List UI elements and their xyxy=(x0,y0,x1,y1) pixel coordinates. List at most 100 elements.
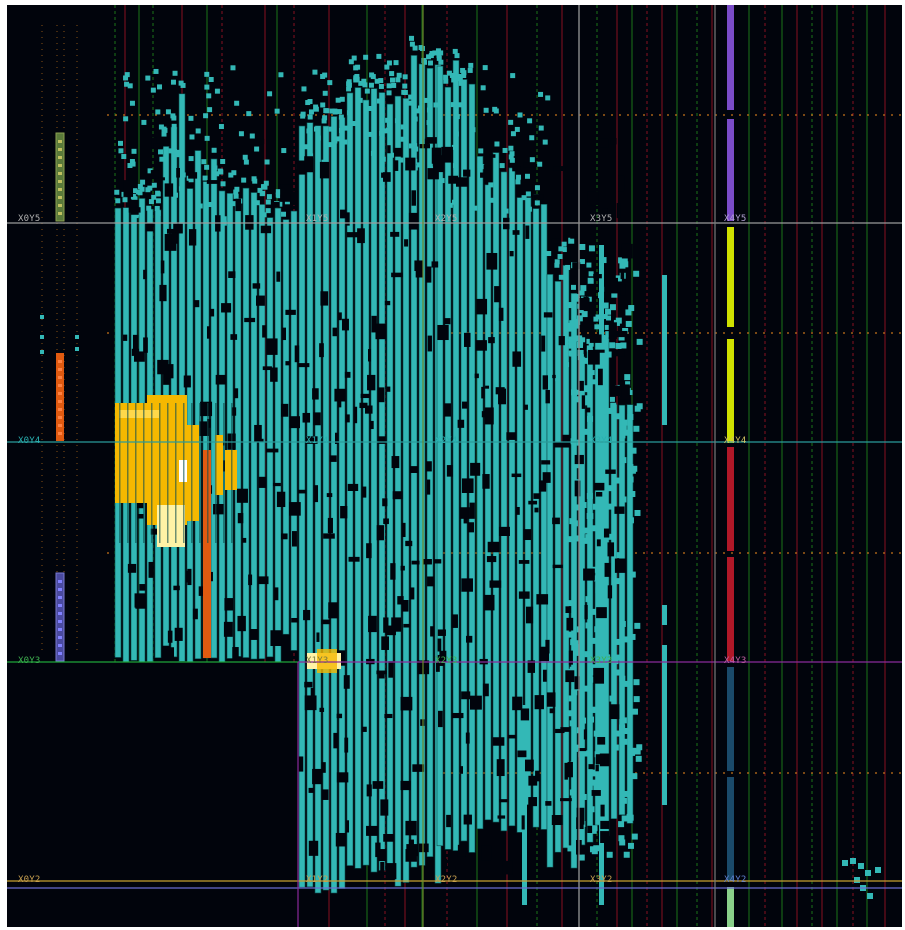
placement-gap xyxy=(308,840,319,856)
placement-gap xyxy=(262,366,272,371)
logic-cell xyxy=(563,303,569,309)
logic-cell xyxy=(231,170,237,176)
logic-cell xyxy=(607,485,614,492)
logic-cell xyxy=(570,639,577,646)
logic-cell xyxy=(567,710,574,717)
placement-gap xyxy=(266,448,279,453)
logic-cell xyxy=(220,181,226,187)
placement-gap xyxy=(521,815,525,830)
logic-cell xyxy=(380,156,386,162)
placement-gap xyxy=(357,228,365,244)
placement-gap xyxy=(457,844,466,857)
logic-cell xyxy=(538,125,544,131)
logic-cell xyxy=(587,716,594,723)
long-route-cell xyxy=(522,705,527,905)
logic-cell xyxy=(611,291,618,298)
logic-cell xyxy=(254,146,260,152)
logic-cell xyxy=(322,115,328,121)
highlight-stripe xyxy=(127,403,129,543)
logic-cell-column xyxy=(290,210,298,651)
placement-gap xyxy=(262,325,267,338)
logic-cell xyxy=(557,253,563,259)
placement-gap xyxy=(534,507,539,513)
placement-gap xyxy=(312,768,322,785)
placement-gap xyxy=(336,772,349,783)
placement-gap xyxy=(446,465,453,477)
logic-cell xyxy=(586,492,593,499)
logic-cell xyxy=(538,91,544,97)
placement-gap xyxy=(560,727,571,732)
placement-gap xyxy=(495,387,505,395)
logic-cell xyxy=(233,189,239,195)
placement-gap xyxy=(583,729,587,740)
logic-cell xyxy=(246,111,252,117)
logic-cell xyxy=(351,55,357,61)
placement-gap xyxy=(256,138,265,145)
logic-cell xyxy=(567,845,574,852)
logic-cell xyxy=(347,110,353,116)
logic-cell-column xyxy=(452,60,460,851)
logic-cell-column xyxy=(610,404,618,820)
logic-cell xyxy=(607,533,614,540)
logic-cell xyxy=(609,695,616,702)
logic-cell xyxy=(363,54,369,60)
placement-gap xyxy=(188,172,198,179)
placement-gap xyxy=(333,732,339,749)
placement-gap xyxy=(489,580,502,588)
logic-cell xyxy=(342,139,348,145)
hard-block-column xyxy=(727,887,734,927)
logic-cell-column xyxy=(394,95,402,887)
placement-gap xyxy=(481,386,485,399)
placement-gap xyxy=(512,696,523,711)
logic-cell xyxy=(452,199,458,205)
logic-cell xyxy=(130,161,136,167)
placement-gap xyxy=(255,438,264,442)
logic-cell xyxy=(566,322,572,328)
placement-gap xyxy=(252,283,261,289)
placement-gap xyxy=(228,271,236,278)
logic-cell xyxy=(132,188,138,194)
placement-gap xyxy=(192,608,198,620)
placement-gap xyxy=(542,669,547,682)
floorplan-canvas[interactable] xyxy=(7,5,902,927)
logic-cell xyxy=(525,191,531,197)
logic-cell xyxy=(568,695,575,702)
logic-cell xyxy=(204,135,210,141)
io-column-cells xyxy=(40,5,734,927)
placement-gap xyxy=(366,825,378,836)
logic-cell xyxy=(604,324,610,330)
placement-gap xyxy=(321,619,331,625)
logic-cell xyxy=(386,90,392,96)
logic-cell xyxy=(433,102,439,108)
logic-cell xyxy=(579,243,586,250)
logic-cell-column xyxy=(386,103,394,878)
logic-cell xyxy=(620,717,627,724)
placement-gap xyxy=(459,766,463,774)
placement-gap xyxy=(528,500,538,505)
placement-gap xyxy=(619,384,630,400)
placement-gap xyxy=(601,213,610,229)
device-floorplan-view[interactable]: X0Y5 X1Y5 X2Y5 X3Y5 X4Y5 X0Y4 X1Y4 X2Y4 X3Y4 X4Y4… xyxy=(7,5,902,927)
logic-cell xyxy=(376,98,382,104)
logic-cell xyxy=(348,59,354,65)
logic-cell xyxy=(158,149,164,155)
placement-gap xyxy=(364,405,373,414)
placement-gap xyxy=(583,568,595,581)
logic-cell xyxy=(601,414,607,420)
placement-gap xyxy=(539,480,547,492)
logic-cell xyxy=(574,293,580,299)
placement-gap xyxy=(369,420,374,430)
placement-gap xyxy=(289,157,297,161)
placement-gap xyxy=(419,144,431,149)
placement-gap xyxy=(230,334,238,340)
logic-cell xyxy=(562,247,568,253)
logic-cell-column xyxy=(370,88,378,873)
placement-gap xyxy=(411,560,420,565)
placement-gap xyxy=(482,683,489,697)
logic-cell-column xyxy=(546,274,554,868)
logic-cell-column xyxy=(354,87,362,869)
placement-gap xyxy=(206,326,211,339)
placement-gap xyxy=(437,654,445,666)
placement-gap xyxy=(188,229,197,246)
logic-cell xyxy=(591,637,598,644)
